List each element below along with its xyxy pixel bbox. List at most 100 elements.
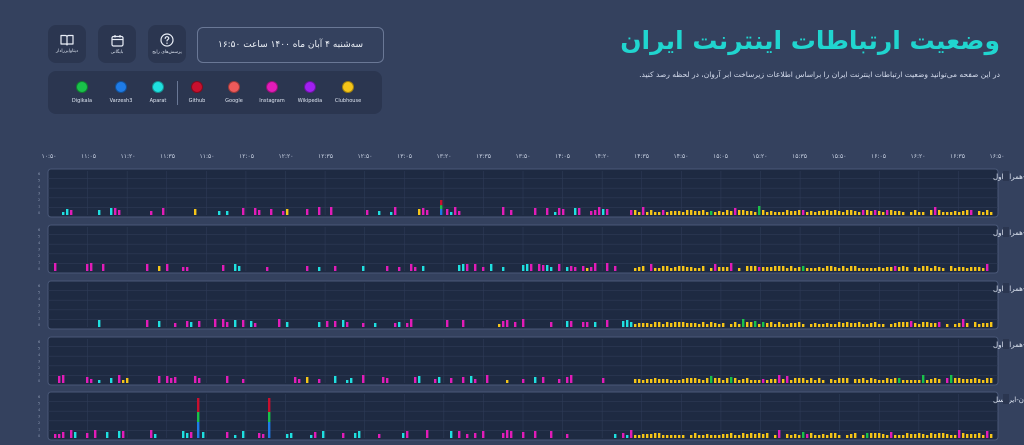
incident-mark xyxy=(86,377,89,383)
incident-mark xyxy=(638,212,641,215)
incident-mark xyxy=(638,435,641,438)
faq-button[interactable]: پرسش‌های رایج xyxy=(148,25,186,63)
incident-mark xyxy=(886,267,889,271)
incident-mark xyxy=(738,324,741,327)
scroll-indicator xyxy=(1003,394,1009,404)
datawire-radar-button[interactable]: دیتاوایر‌رادار xyxy=(48,25,86,63)
incident-mark xyxy=(622,321,625,327)
incident-mark xyxy=(730,211,733,215)
y-tick-label: 5 xyxy=(38,235,40,239)
incident-spike xyxy=(197,422,200,438)
incident-mark xyxy=(866,324,869,327)
incident-mark xyxy=(634,210,637,215)
incident-mark xyxy=(166,376,169,383)
incident-mark xyxy=(914,210,917,215)
incident-mark xyxy=(782,324,785,327)
incident-mark xyxy=(946,324,949,327)
incident-mark xyxy=(558,379,561,383)
incident-mark xyxy=(654,433,657,438)
incident-mark xyxy=(174,323,177,327)
incident-mark xyxy=(386,266,389,271)
incident-mark xyxy=(834,210,837,215)
incident-mark xyxy=(126,378,129,383)
incident-mark xyxy=(150,211,153,215)
incident-mark xyxy=(702,322,705,327)
legend-item-instagram[interactable]: Instagram xyxy=(254,81,290,104)
incident-mark xyxy=(918,324,921,327)
incident-mark xyxy=(670,323,673,327)
incident-mark xyxy=(874,210,877,215)
incident-mark xyxy=(842,378,845,383)
incident-mark xyxy=(906,433,909,438)
y-tick-label: 6 xyxy=(38,395,40,399)
incident-mark xyxy=(766,212,769,215)
incident-mark xyxy=(594,210,597,215)
legend-item-varzesh3[interactable]: Varzesh3 xyxy=(103,81,139,104)
legend-item-wikipedia[interactable]: Wikipedia xyxy=(292,81,328,104)
incident-mark xyxy=(198,321,201,327)
incident-mark xyxy=(678,266,681,271)
incident-mark xyxy=(894,266,897,271)
incident-mark xyxy=(990,378,993,383)
legend-item-github[interactable]: Github xyxy=(179,81,215,104)
legend-item-clubhouse[interactable]: Clubhouse xyxy=(330,81,366,104)
incident-mark xyxy=(738,268,741,271)
incident-mark xyxy=(862,435,865,438)
incident-mark xyxy=(890,324,893,327)
incident-mark xyxy=(634,435,637,438)
incident-mark xyxy=(962,267,965,271)
incident-mark xyxy=(846,268,849,271)
incident-mark xyxy=(802,266,805,271)
legend-item-aparat[interactable]: Aparat xyxy=(140,81,176,104)
incident-mark xyxy=(662,210,665,215)
incident-mark xyxy=(546,208,549,215)
incident-mark xyxy=(534,431,537,438)
incident-mark xyxy=(874,322,877,327)
incident-mark xyxy=(730,324,733,327)
incident-mark xyxy=(894,378,897,383)
incident-mark xyxy=(834,433,837,438)
scroll-indicator xyxy=(1003,171,1009,181)
service-legend: Digikala Varzesh3 Aparat Github Google I… xyxy=(48,71,382,114)
incident-mark xyxy=(490,264,493,271)
incident-mark xyxy=(586,268,589,271)
incident-mark xyxy=(90,263,93,271)
incident-mark xyxy=(774,266,777,271)
incident-mark xyxy=(346,322,349,327)
incident-mark xyxy=(286,209,289,215)
y-tick-label: 0 xyxy=(38,267,40,271)
incident-mark xyxy=(798,322,801,327)
incident-mark xyxy=(438,377,441,383)
incident-mark xyxy=(890,379,893,383)
incident-mark xyxy=(410,319,413,327)
incident-mark xyxy=(762,210,765,215)
y-tick-label: 5 xyxy=(38,179,40,183)
incident-mark xyxy=(750,266,753,271)
incident-mark xyxy=(318,379,321,383)
incident-mark xyxy=(214,319,217,327)
incident-mark xyxy=(154,434,157,438)
incident-mark xyxy=(566,434,569,438)
y-tick-label: 1 xyxy=(38,317,40,321)
incident-mark xyxy=(946,434,949,438)
incident-mark xyxy=(818,435,821,438)
incident-mark xyxy=(686,267,689,271)
incident-mark xyxy=(914,434,917,438)
incident-mark xyxy=(414,267,417,271)
incident-mark xyxy=(702,380,705,383)
incident-mark xyxy=(598,207,601,215)
incident-mark xyxy=(306,209,309,215)
y-tick-label: 3 xyxy=(38,248,40,252)
incident-mark xyxy=(834,267,837,271)
archive-button[interactable]: بایگانی xyxy=(98,25,136,63)
incident-mark xyxy=(926,266,929,271)
incident-mark xyxy=(954,268,957,271)
incident-mark xyxy=(654,212,657,215)
incident-mark xyxy=(682,379,685,383)
legend-item-google[interactable]: Google xyxy=(216,81,252,104)
legend-item-digikala[interactable]: Digikala xyxy=(64,81,100,104)
y-tick-label: 4 xyxy=(38,408,41,412)
incident-mark xyxy=(746,434,749,438)
incident-mark xyxy=(286,322,289,327)
incident-mark xyxy=(542,377,545,383)
